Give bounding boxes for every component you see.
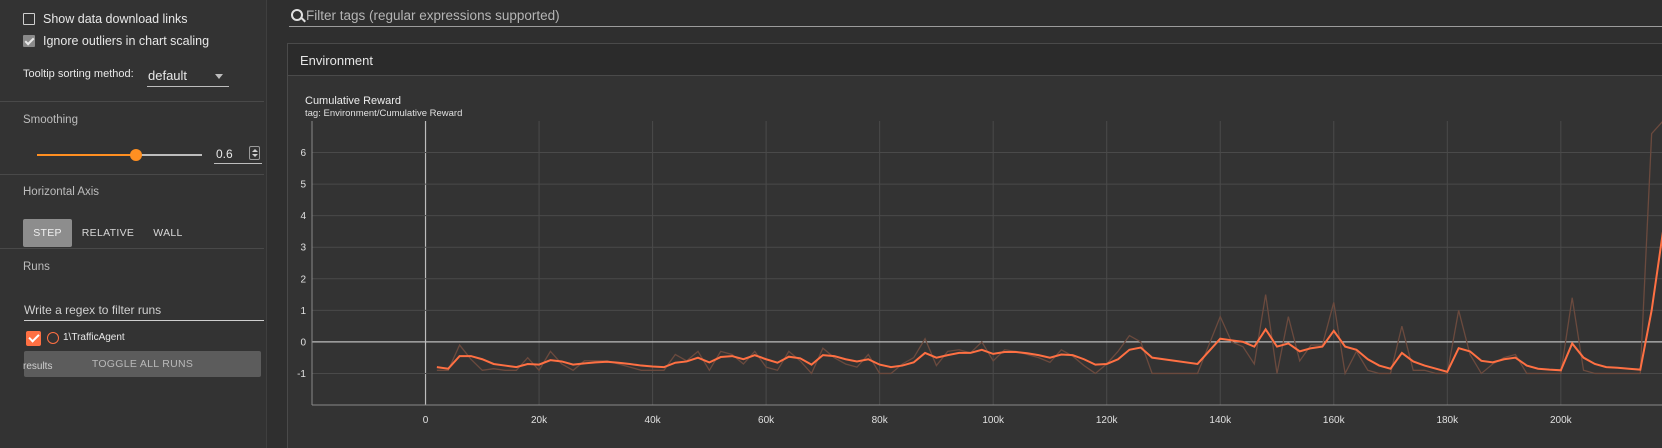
divider [0,101,264,102]
axis-wall-button[interactable]: WALL [153,227,183,239]
horizontal-axis-title: Horizontal Axis [23,186,100,198]
toggle-all-runs-button[interactable]: TOGGLE ALL RUNS [24,351,261,377]
y-tick-label: 2 [300,274,306,285]
x-tick-label: 20k [531,415,548,426]
runs-filter-input[interactable]: Write a regex to filter runs [24,299,264,321]
show-download-links-checkbox[interactable] [23,13,35,25]
chart-title: Cumulative Reward [305,95,401,107]
y-tick-label: -1 [297,369,306,380]
search-icon [291,9,303,21]
x-tick-label: 60k [758,415,775,426]
tag-filter-placeholder: Filter tags (regular expressions support… [306,8,560,23]
sidebar: Show data download links Ignore outliers… [0,0,267,448]
x-tick-label: 120k [1096,415,1119,426]
y-tick-label: 1 [300,306,306,317]
tooltip-sorting-value: default [148,68,188,83]
show-download-links-row[interactable]: Show data download links [23,12,188,26]
x-tick-label: 180k [1436,415,1459,426]
raw-series-line [436,121,1662,376]
x-tick-label: 40k [645,415,662,426]
runs-filter-placeholder: Write a regex to filter runs [24,303,162,317]
smoothing-slider-handle[interactable] [130,149,142,161]
smoothing-input-value: 0.6 [216,147,233,161]
show-download-links-label: Show data download links [43,12,188,26]
runs-title: Runs [23,261,50,273]
run-checkbox[interactable] [26,331,41,346]
tooltip-sorting-row: Tooltip sorting method: [23,68,134,80]
y-tick-label: 6 [300,148,306,159]
smoothing-title: Smoothing [23,114,78,126]
ignore-outliers-checkbox[interactable] [23,35,35,47]
divider [0,174,264,175]
axis-step-button[interactable]: STEP [23,219,72,247]
chevron-down-icon [215,74,223,79]
y-tick-label: 3 [300,243,306,254]
axis-relative-button[interactable]: RELATIVE [81,227,135,239]
group-header-environment[interactable]: Environment [287,43,1662,76]
tooltip-sorting-select[interactable]: default [147,66,229,87]
chart-card: Cumulative Reward tag: Environment/Cumul… [287,76,1662,448]
ignore-outliers-row[interactable]: Ignore outliers in chart scaling [23,34,209,48]
y-tick-label: 0 [300,337,306,348]
line-chart[interactable]: 0 20k 40k 60k 80k 100k 120k 140k 160k 180k 200k -1 0… [288,76,1662,448]
results-link[interactable]: results [23,361,53,372]
run-name: 1\TrafficAgent [63,332,125,343]
smoothed-series-line [436,231,1662,374]
run-color-circle-icon[interactable] [47,332,59,344]
smoothing-slider-fill [37,154,136,156]
spinner-icon[interactable] [249,146,260,160]
x-tick-label: 0 [423,415,429,426]
tooltip-sorting-label: Tooltip sorting method: [23,68,134,80]
x-tick-label: 80k [872,415,889,426]
group-name: Environment [300,53,373,68]
x-tick-label: 100k [982,415,1005,426]
chart-tag: tag: Environment/Cumulative Reward [305,108,463,119]
x-tick-label: 160k [1323,415,1346,426]
ignore-outliers-label: Ignore outliers in chart scaling [43,34,210,48]
y-tick-label: 5 [300,180,306,191]
divider [0,248,264,249]
tag-filter-input[interactable]: Filter tags (regular expressions support… [289,4,1662,27]
y-tick-label: 4 [300,211,306,222]
smoothing-slider[interactable] [37,149,202,161]
smoothing-input[interactable]: 0.6 [214,146,262,164]
x-tick-label: 200k [1550,415,1573,426]
x-tick-label: 140k [1209,415,1232,426]
